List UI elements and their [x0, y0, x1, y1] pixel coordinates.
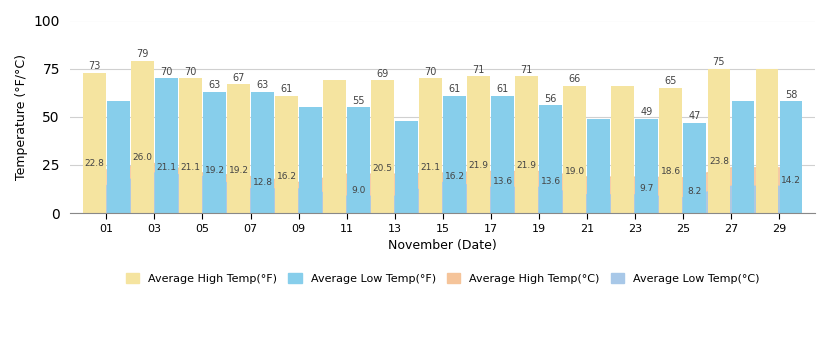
Text: 70: 70: [184, 67, 197, 77]
Text: 66: 66: [569, 75, 581, 84]
Bar: [660, 88, 682, 213]
Text: 56: 56: [544, 94, 557, 104]
Text: 26.0: 26.0: [133, 153, 153, 162]
Bar: [491, 96, 514, 213]
Text: 58: 58: [785, 90, 797, 100]
Text: 63: 63: [256, 80, 269, 90]
Y-axis label: Temperature (°F/°C): Temperature (°F/°C): [15, 54, 28, 180]
Text: 21.1: 21.1: [156, 163, 177, 172]
X-axis label: November (Date): November (Date): [388, 239, 497, 252]
Bar: [779, 101, 803, 213]
Bar: [323, 80, 346, 213]
Text: 13.6: 13.6: [540, 177, 561, 186]
Bar: [131, 61, 154, 213]
Text: 47: 47: [689, 111, 701, 121]
Bar: [347, 107, 370, 213]
Text: 16.2: 16.2: [276, 172, 296, 181]
Text: 21.9: 21.9: [517, 161, 537, 170]
Text: 19.2: 19.2: [204, 166, 224, 175]
Bar: [755, 69, 779, 213]
Bar: [443, 96, 466, 213]
Bar: [540, 105, 562, 213]
Text: 9.7: 9.7: [640, 185, 654, 193]
Text: 12.8: 12.8: [252, 178, 272, 188]
Text: 21.1: 21.1: [421, 163, 441, 172]
Legend: Average High Temp(°F), Average Low Temp(°F), Average High Temp(°C), Average Low : Average High Temp(°F), Average Low Temp(…: [122, 269, 764, 289]
Bar: [107, 101, 129, 213]
Text: 69: 69: [377, 69, 388, 79]
Text: 13.6: 13.6: [493, 177, 513, 186]
Text: 9.0: 9.0: [351, 186, 366, 195]
Bar: [395, 121, 418, 213]
Text: 70: 70: [424, 67, 437, 77]
Text: 18.6: 18.6: [661, 167, 681, 176]
Bar: [83, 72, 105, 213]
Bar: [275, 96, 298, 213]
Bar: [636, 119, 658, 213]
Text: 20.5: 20.5: [373, 164, 393, 173]
Bar: [419, 78, 442, 213]
Text: 70: 70: [160, 67, 173, 77]
Text: 75: 75: [713, 57, 725, 67]
Bar: [203, 92, 226, 213]
Bar: [179, 78, 202, 213]
Bar: [707, 69, 730, 213]
Text: 14.2: 14.2: [781, 176, 801, 185]
Bar: [612, 86, 634, 213]
Text: 16.2: 16.2: [445, 172, 465, 181]
Text: 65: 65: [665, 76, 677, 87]
Bar: [731, 101, 754, 213]
Bar: [515, 76, 538, 213]
Bar: [251, 92, 274, 213]
Text: 19.2: 19.2: [228, 166, 248, 175]
Text: 67: 67: [232, 72, 245, 83]
Text: 61: 61: [448, 84, 461, 94]
Bar: [371, 80, 394, 213]
Text: 21.1: 21.1: [180, 163, 201, 172]
Text: 19.0: 19.0: [564, 167, 585, 176]
Bar: [564, 86, 586, 213]
Bar: [299, 107, 322, 213]
Text: 8.2: 8.2: [688, 188, 702, 196]
Text: 71: 71: [520, 65, 533, 75]
Bar: [683, 123, 706, 213]
Bar: [588, 119, 610, 213]
Text: 22.8: 22.8: [85, 159, 105, 168]
Text: 63: 63: [208, 80, 221, 90]
Text: 71: 71: [472, 65, 485, 75]
Text: 23.8: 23.8: [709, 157, 729, 166]
Text: 55: 55: [353, 96, 365, 106]
Text: 21.9: 21.9: [469, 161, 489, 170]
Bar: [467, 76, 491, 213]
Text: 61: 61: [496, 84, 509, 94]
Text: 79: 79: [136, 49, 149, 59]
Text: 61: 61: [281, 84, 293, 94]
Bar: [227, 84, 250, 213]
Bar: [155, 78, 178, 213]
Text: 49: 49: [641, 107, 653, 117]
Text: 73: 73: [88, 61, 100, 71]
